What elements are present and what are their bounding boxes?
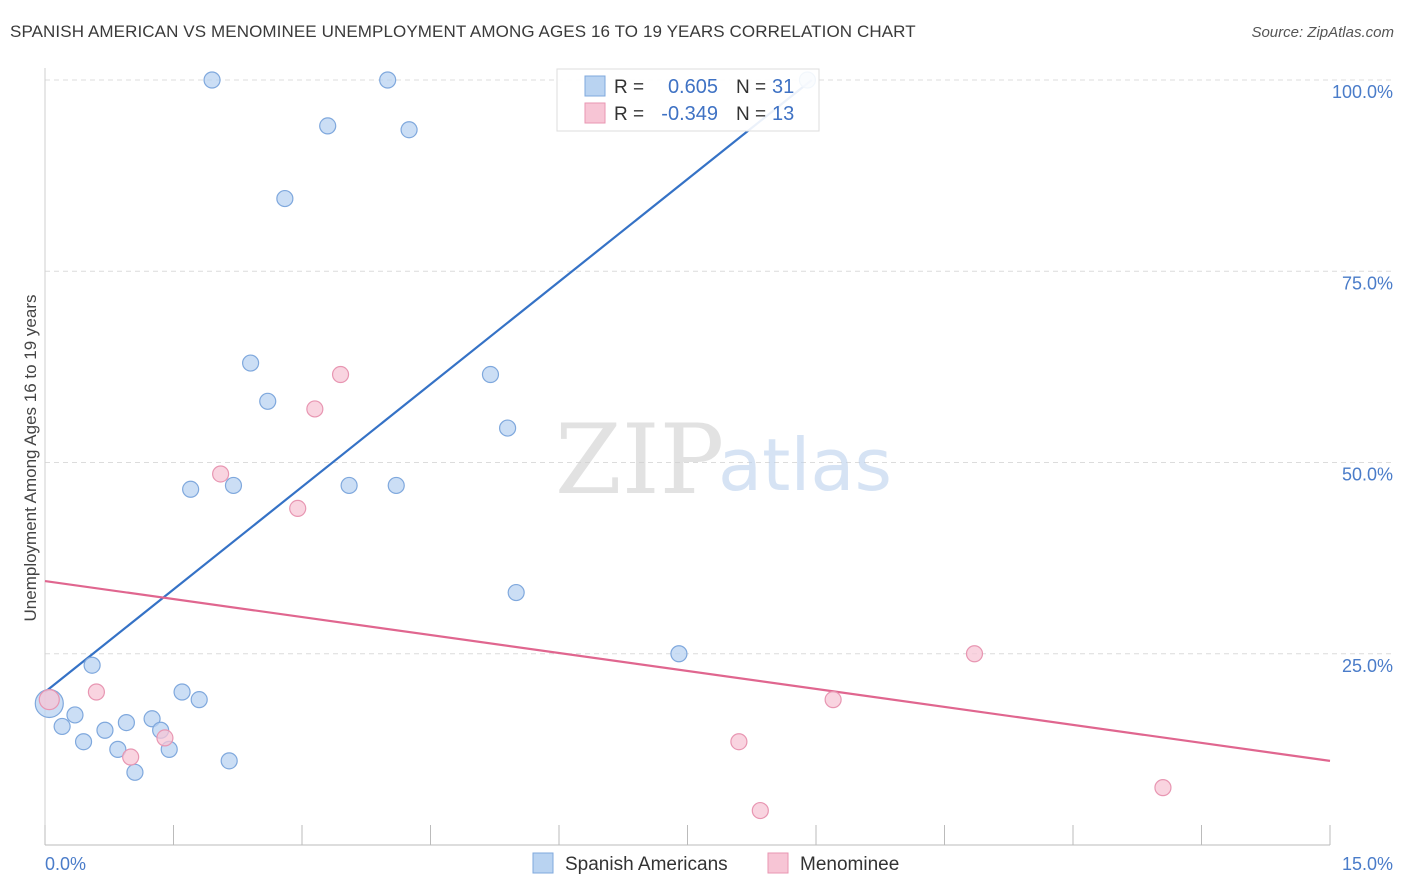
trendline xyxy=(44,79,813,693)
legend-n-value: 13 xyxy=(772,103,794,125)
data-point xyxy=(220,752,238,770)
legend-r-value: 0.605 xyxy=(668,76,718,98)
data-point xyxy=(507,583,525,602)
data-point xyxy=(242,354,260,372)
data-point xyxy=(965,645,984,663)
source-label: Source: ZipAtlas.com xyxy=(1251,24,1394,41)
y-tick-label: 75.0% xyxy=(1342,273,1393,293)
data-point xyxy=(259,392,277,410)
data-point xyxy=(1154,779,1172,797)
data-point xyxy=(730,733,748,751)
data-point xyxy=(276,189,294,208)
x-tick-label: 0.0% xyxy=(45,854,86,874)
data-point xyxy=(289,499,307,517)
trendlines xyxy=(44,79,1331,762)
data-point xyxy=(306,400,324,418)
data-point xyxy=(670,645,688,663)
tick-labels: 25.0% 50.0% 75.0% 100.0% 0.0% 15.0% xyxy=(45,82,1393,874)
data-point xyxy=(96,721,114,739)
legend-swatch xyxy=(532,852,554,874)
data-point xyxy=(143,710,161,728)
data-point xyxy=(53,717,71,736)
data-point xyxy=(83,656,101,674)
legend-r-label: R = xyxy=(614,77,644,98)
data-point xyxy=(481,365,500,384)
data-point xyxy=(182,480,200,498)
data-point xyxy=(190,691,208,709)
trendline xyxy=(44,579,1331,762)
legend-n-value: 31 xyxy=(772,76,794,98)
legend-n-label: N = xyxy=(736,77,766,98)
legend-item-label: Spanish Americans xyxy=(565,854,728,875)
y-axis-label: Unemployment Among Ages 16 to 19 years xyxy=(21,295,40,622)
data-point xyxy=(74,733,93,751)
data-point xyxy=(824,691,842,709)
data-point xyxy=(340,476,358,495)
watermark-zip: ZIP xyxy=(555,404,724,516)
data-point xyxy=(66,706,84,724)
data-point xyxy=(109,740,127,758)
x-tick-label: 15.0% xyxy=(1342,854,1393,874)
data-point xyxy=(122,748,140,766)
data-point xyxy=(38,689,60,711)
bottom-legend: Spanish Americans Menominee xyxy=(532,852,899,875)
chart-title: SPANISH AMERICAN VS MENOMINEE UNEMPLOYME… xyxy=(10,22,916,41)
data-point xyxy=(224,476,243,495)
data-point xyxy=(126,763,144,781)
watermark-atlas: atlas xyxy=(718,423,892,507)
y-tick-label: 50.0% xyxy=(1342,465,1393,485)
data-point xyxy=(319,117,337,135)
legend-box: R = 0.605 N = 31 R = -0.349 N = 13 xyxy=(556,68,820,132)
y-tick-label: 100.0% xyxy=(1332,82,1393,102)
data-point xyxy=(379,71,397,89)
legend-swatch xyxy=(767,852,789,874)
data-point xyxy=(751,801,769,820)
legend-r-label: R = xyxy=(614,104,644,125)
data-point xyxy=(203,71,221,89)
y-tick-label: 25.0% xyxy=(1342,656,1393,676)
data-point xyxy=(173,683,191,701)
legend-item-label: Menominee xyxy=(800,854,899,875)
data-point xyxy=(400,121,418,139)
legend-r-value: -0.349 xyxy=(661,103,718,125)
data-point xyxy=(499,419,517,437)
legend-swatch xyxy=(584,102,606,124)
data-point xyxy=(156,729,174,747)
data-point xyxy=(212,465,230,483)
data-point xyxy=(331,365,350,384)
data-point xyxy=(87,683,106,701)
data-point xyxy=(117,713,135,732)
legend-n-label: N = xyxy=(736,104,766,125)
watermark: ZIP atlas xyxy=(555,404,892,516)
legend-swatch xyxy=(584,75,606,97)
data-points xyxy=(34,71,1172,820)
data-point xyxy=(387,476,405,495)
